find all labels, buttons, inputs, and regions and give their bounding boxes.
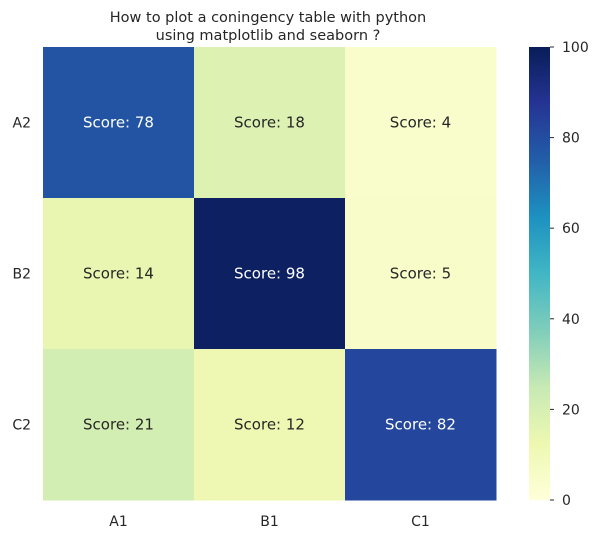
cell-annotation: Score: 82 [385,416,456,434]
colorbar [529,47,550,500]
heatmap-cell [345,198,497,350]
colorbar-tick-label: 80 [562,131,580,147]
heatmap-cell [345,349,497,501]
cell-annotation: Score: 12 [234,416,305,434]
cell-annotation: Score: 14 [83,265,154,283]
y-tick-label: A2 [13,116,31,132]
x-tick-label: B1 [260,514,279,530]
heatmap-cell [194,198,346,350]
x-tick-label: A1 [109,514,127,530]
heatmap-cell [194,47,346,199]
chart-title-line-1: How to plot a coningency table with pyth… [110,10,426,26]
colorbar-ticks: 0 20 40 60 80 100 [550,40,589,509]
y-axis-tick-labels: A2 B2 C2 [12,116,31,434]
cell-annotation: Score: 4 [390,114,451,132]
colorbar-tick-label: 100 [562,40,589,56]
heatmap-cell [194,349,346,501]
cell-annotation: Score: 78 [83,114,154,132]
cell-annotation: Score: 98 [234,265,305,283]
heatmap-cell [43,47,195,199]
colorbar-tick-label: 20 [562,402,580,418]
x-axis-tick-labels: A1 B1 C1 [109,514,430,530]
cell-annotation: Score: 18 [234,114,305,132]
cell-annotation: Score: 21 [83,416,154,434]
heatmap-cell [345,47,497,199]
chart-title-line-2: using matplotlib and seaborn ? [156,28,381,44]
y-tick-label: B2 [12,267,31,283]
heatmap-cells: Score: 78 Score: 18 Score: 4 Score: 14 Score… [43,47,497,501]
x-tick-label: C1 [411,514,430,530]
colorbar-tick-label: 60 [562,221,580,237]
colorbar-tick-label: 40 [562,312,580,328]
heatmap-cell [43,349,195,501]
y-tick-label: C2 [12,418,31,434]
cell-annotation: Score: 5 [390,265,451,283]
colorbar-tick-label: 0 [562,493,571,509]
heatmap-cell [43,198,195,350]
